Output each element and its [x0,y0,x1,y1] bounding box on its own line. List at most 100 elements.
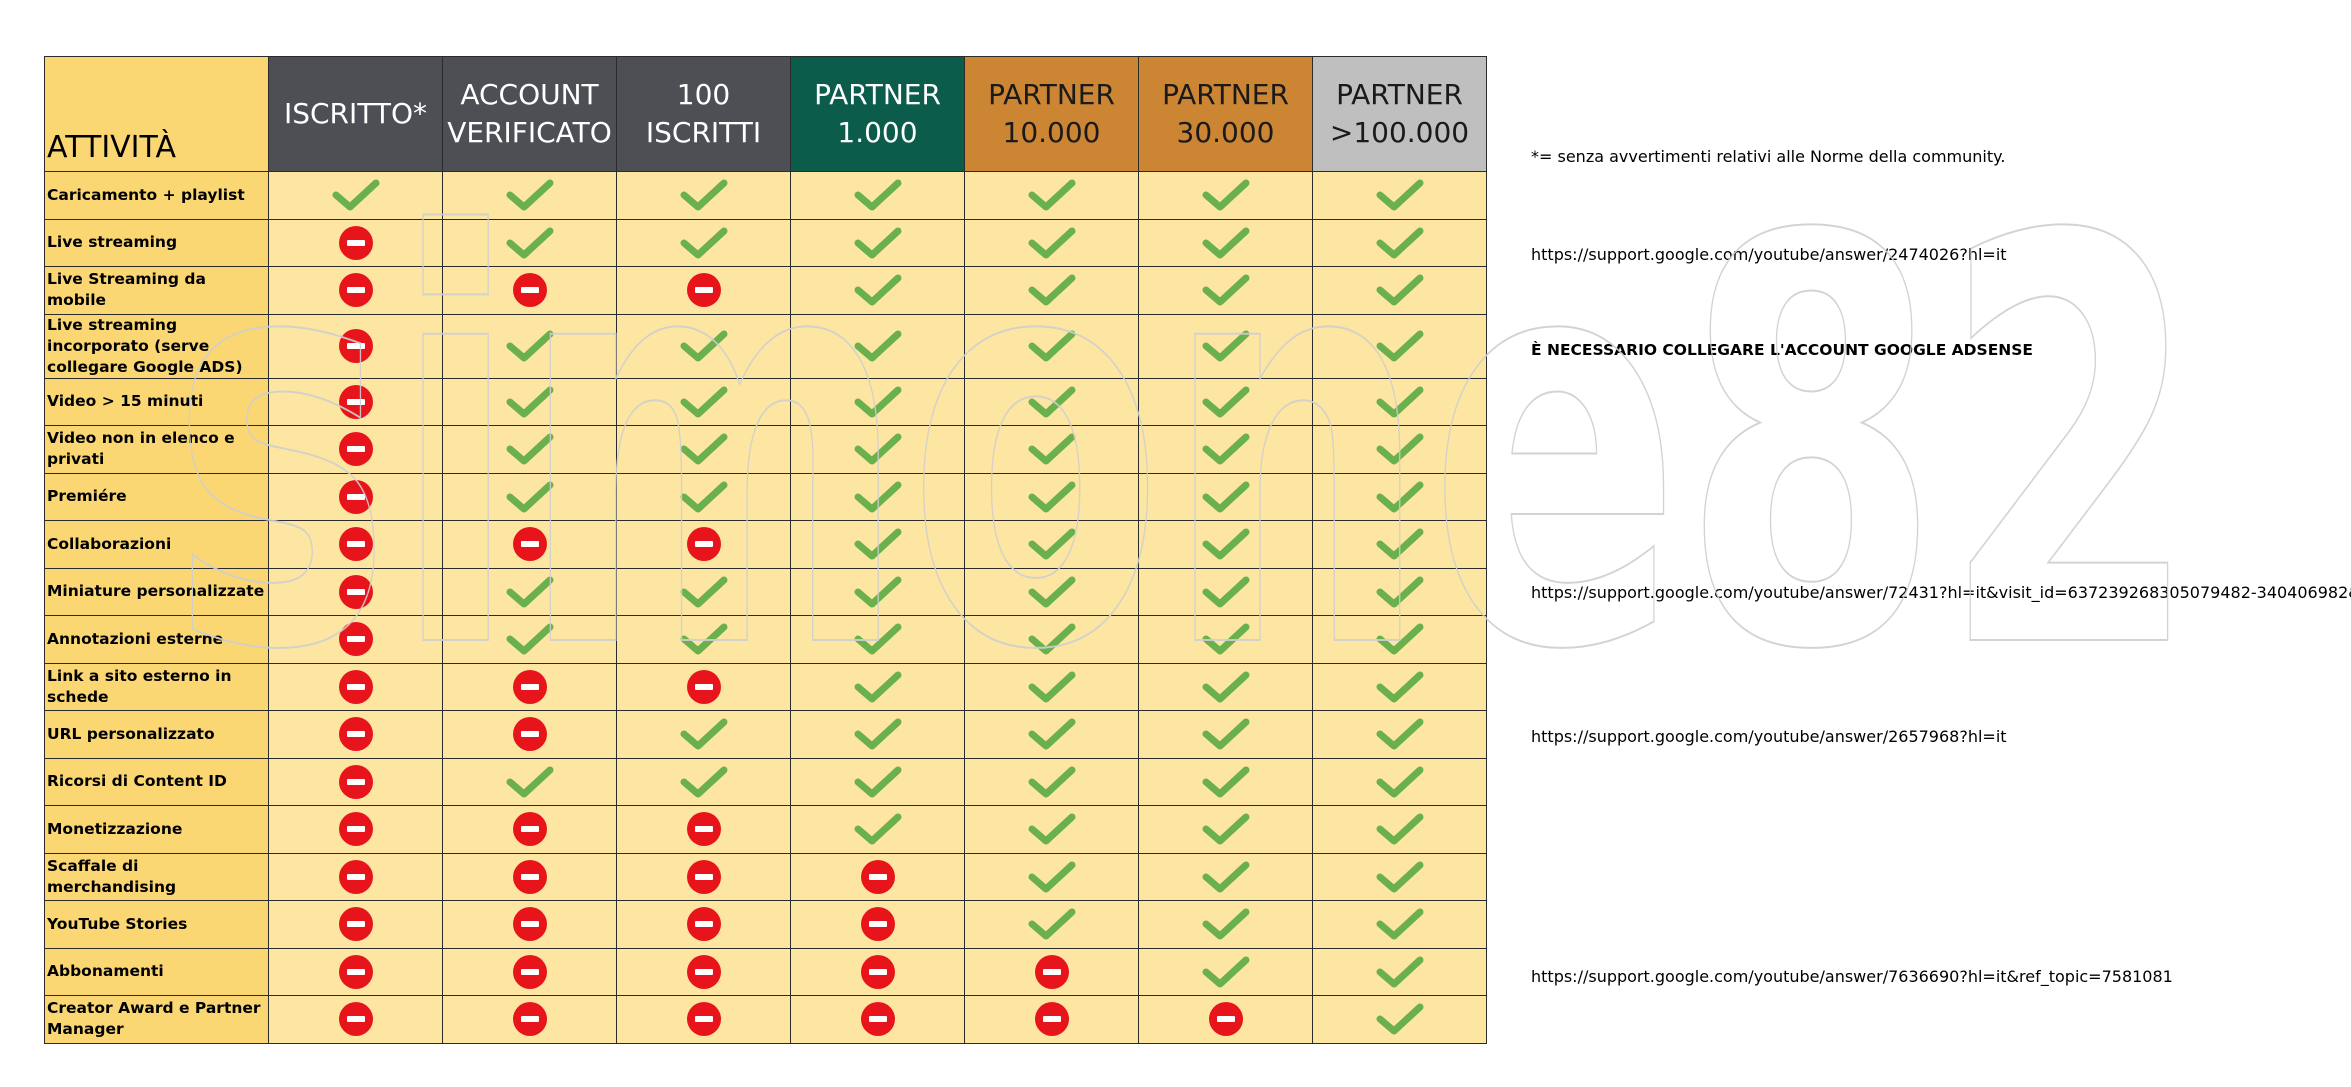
no-entry-icon [338,764,374,800]
table-cell [442,171,617,220]
check-icon [1376,860,1424,894]
table-cell [442,757,617,806]
table-row: Link a sito esterno in schede [44,662,1487,711]
table-cell [616,218,791,267]
table-cell [790,995,965,1044]
no-entry-icon [338,384,374,420]
table-cell [268,218,443,267]
table-cell [790,377,965,426]
table-cell [616,757,791,806]
table-cell [1312,757,1487,806]
check-icon [680,717,728,751]
check-icon [1376,622,1424,656]
no-entry-icon [686,906,722,942]
check-icon [680,622,728,656]
table-cell [616,852,791,901]
check-icon [1376,226,1424,260]
table-cell [790,615,965,664]
table-cell [442,472,617,521]
column-header-account-verificato: ACCOUNT VERIFICATO [442,56,617,172]
table-cell [268,662,443,711]
check-icon [1028,575,1076,609]
check-icon [506,178,554,212]
table-cell [442,710,617,759]
no-entry-icon [338,716,374,752]
check-icon [1376,575,1424,609]
check-icon [1202,670,1250,704]
check-icon [1028,329,1076,363]
table-cell [790,805,965,854]
table-cell [1312,266,1487,315]
column-header-100-iscritti: 100 ISCRITTI [616,56,791,172]
support-link-annotations[interactable]: https://support.google.com/youtube/answe… [1531,583,2351,602]
row-label: Creator Award e Partner Manager [44,995,269,1044]
check-icon [680,226,728,260]
no-entry-icon [338,954,374,990]
check-icon [854,622,902,656]
support-link-memberships[interactable]: https://support.google.com/youtube/answe… [1531,967,2173,986]
table-cell [268,425,443,474]
table-row: Creator Award e Partner Manager [44,995,1487,1044]
table-cell [790,472,965,521]
row-label: Collaborazioni [44,520,269,569]
no-entry-icon [338,479,374,515]
check-icon [1376,480,1424,514]
check-icon [1376,432,1424,466]
check-icon [1376,955,1424,989]
no-entry-icon [338,328,374,364]
table-cell [964,900,1139,949]
check-icon [854,765,902,799]
table-cell [1138,662,1313,711]
row-label: Video > 15 minuti [44,377,269,426]
check-icon [1028,670,1076,704]
check-icon [1028,273,1076,307]
no-entry-icon [338,906,374,942]
row-label: YouTube Stories [44,900,269,949]
table-row: Live streaming incorporato (serve colleg… [44,313,1487,379]
support-link-custom-url[interactable]: https://support.google.com/youtube/answe… [1531,727,2007,746]
no-entry-icon [512,716,548,752]
check-icon [854,812,902,846]
check-icon [506,480,554,514]
check-icon [1028,527,1076,561]
table-row: Ricorsi di Content ID [44,757,1487,806]
row-label: Ricorsi di Content ID [44,757,269,806]
row-label: Live streaming [44,218,269,267]
no-entry-icon [686,1001,722,1037]
support-link-live-streaming[interactable]: https://support.google.com/youtube/answe… [1531,245,2007,264]
check-icon [680,480,728,514]
table-cell [616,947,791,996]
table-cell [268,171,443,220]
table-cell [1312,567,1487,616]
no-entry-icon [512,526,548,562]
table-row: Live streaming [44,218,1487,267]
check-icon [1028,907,1076,941]
no-entry-icon [686,669,722,705]
footnote-text: *= senza avvertimenti relativi alle Norm… [1531,147,2006,166]
table-cell [442,567,617,616]
check-icon [506,575,554,609]
check-icon [1202,480,1250,514]
table-cell [1138,472,1313,521]
check-icon [680,329,728,363]
no-entry-icon [512,272,548,308]
activity-header: ATTIVITÀ [44,56,269,172]
check-icon [1202,765,1250,799]
table-cell [790,662,965,711]
table-row: Premiére [44,472,1487,521]
row-label: Abbonamenti [44,947,269,996]
table-cell [442,947,617,996]
no-entry-icon [686,859,722,895]
column-header-partner-30000: PARTNER 30.000 [1138,56,1313,172]
no-entry-icon [1034,1001,1070,1037]
check-icon [1028,622,1076,656]
check-icon [1028,480,1076,514]
table-cell [442,266,617,315]
check-icon [1202,907,1250,941]
check-icon [1202,955,1250,989]
table-cell [1138,995,1313,1044]
table-cell [616,472,791,521]
no-entry-icon [338,225,374,261]
check-icon [1376,385,1424,419]
check-icon [1028,812,1076,846]
